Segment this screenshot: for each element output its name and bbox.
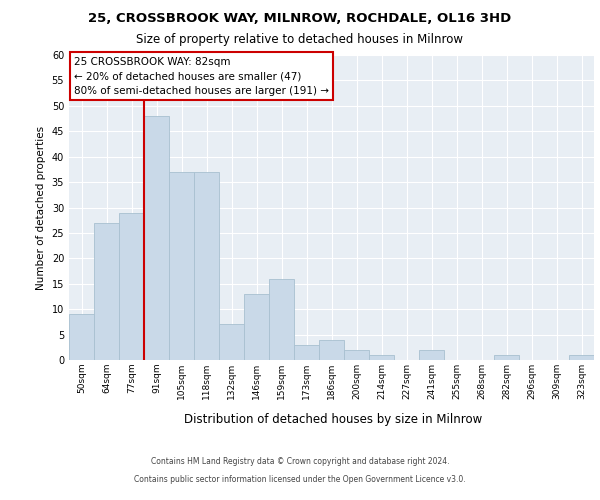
Text: Size of property relative to detached houses in Milnrow: Size of property relative to detached ho… [137,32,464,46]
Bar [344,350,369,360]
Bar [244,294,269,360]
Bar [494,355,519,360]
Text: Distribution of detached houses by size in Milnrow: Distribution of detached houses by size … [184,412,482,426]
Y-axis label: Number of detached properties: Number of detached properties [36,126,46,290]
Text: 25, CROSSBROOK WAY, MILNROW, ROCHDALE, OL16 3HD: 25, CROSSBROOK WAY, MILNROW, ROCHDALE, O… [88,12,512,26]
Text: Contains public sector information licensed under the Open Government Licence v3: Contains public sector information licen… [134,475,466,484]
Bar [69,314,94,360]
Text: Contains HM Land Registry data © Crown copyright and database right 2024.: Contains HM Land Registry data © Crown c… [151,458,449,466]
Bar [569,355,594,360]
Bar [144,116,169,360]
Bar [294,345,319,360]
Bar [369,355,394,360]
Bar [419,350,444,360]
Bar [319,340,344,360]
Bar [269,278,294,360]
Bar [194,172,219,360]
Bar [94,223,119,360]
Bar [119,212,144,360]
Bar [219,324,244,360]
Bar [169,172,194,360]
Text: 25 CROSSBROOK WAY: 82sqm
← 20% of detached houses are smaller (47)
80% of semi-d: 25 CROSSBROOK WAY: 82sqm ← 20% of detach… [74,56,329,96]
